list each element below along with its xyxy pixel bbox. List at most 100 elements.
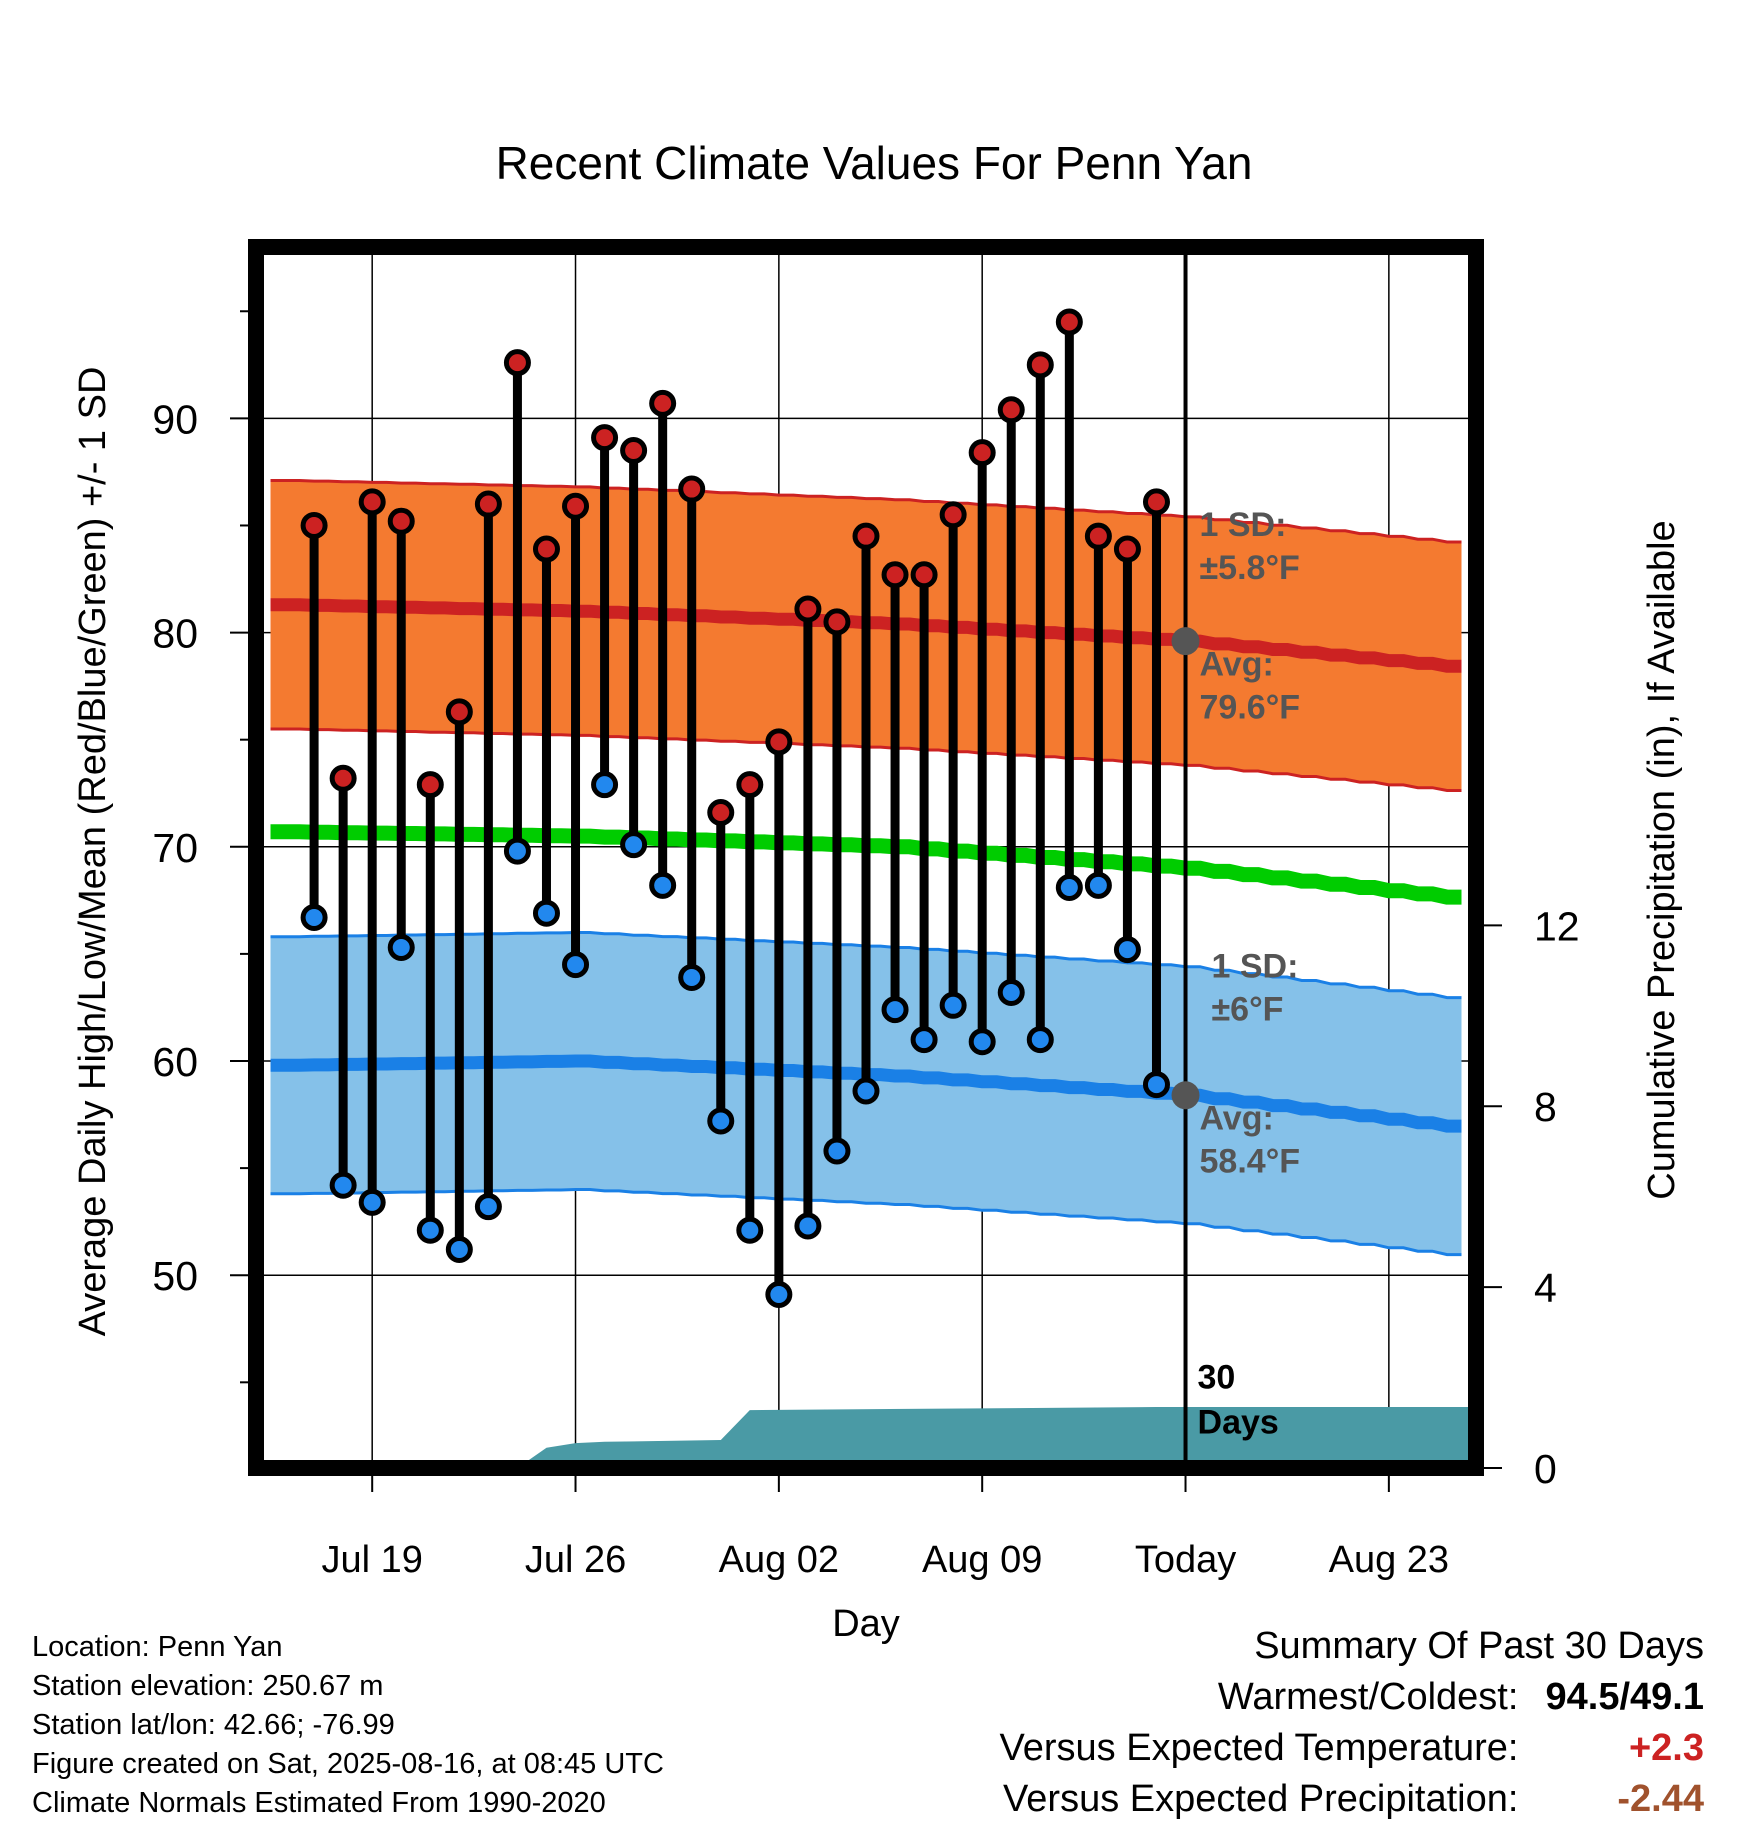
daily-high-point (852, 522, 880, 550)
daily-high-point (300, 511, 328, 539)
daily-high-point (968, 439, 996, 467)
daily-high-point (736, 771, 764, 799)
daily-low-point (765, 1280, 793, 1308)
y-axis-title: Average Daily High/Low/Mean (Red/Blue/Gr… (72, 367, 114, 1337)
daily-high-point (1113, 535, 1141, 563)
chart-title: Recent Climate Values For Penn Yan (495, 137, 1253, 189)
daily-low-point (1055, 873, 1083, 901)
daily-high-point (823, 608, 851, 636)
daily-high-point (503, 349, 531, 377)
daily-low-point (794, 1212, 822, 1240)
daily-high-point (562, 492, 590, 520)
daily-low-point (707, 1107, 735, 1135)
daily-high-point (591, 424, 619, 452)
band-annotation: 1 SD: (1200, 506, 1287, 544)
warmest-coldest-row: Warmest/Coldest: 94.5/49.1 (1000, 1672, 1704, 1723)
band-annotation: 1 SD: (1212, 947, 1299, 985)
x-tick-label: Aug 02 (719, 1539, 839, 1581)
latlon-line: Station lat/lon: 42.66; -76.99 (32, 1709, 395, 1741)
station-info: Location: Penn Yan Station elevation: 25… (32, 1628, 664, 1823)
daily-low-point (474, 1193, 502, 1221)
daily-low-point (503, 837, 531, 865)
daily-high-point (881, 561, 909, 589)
daily-low-point (968, 1028, 996, 1056)
band-annotation: Avg: (1200, 1100, 1274, 1138)
precip-anomaly-label: Versus Expected Precipitation: (1003, 1778, 1519, 1820)
daily-low-point (910, 1026, 938, 1054)
precip-anomaly-row: Versus Expected Precipitation: -2.44 (1000, 1774, 1704, 1825)
daily-low-point (881, 996, 909, 1024)
daily-high-point (387, 507, 415, 535)
daily-low-point (445, 1236, 473, 1264)
summary-panel: Summary Of Past 30 Days Warmest/Coldest:… (1000, 1621, 1704, 1825)
daily-high-point (939, 501, 967, 529)
y-tick-label: 50 (152, 1253, 198, 1299)
summary-heading: Summary Of Past 30 Days (1254, 1625, 1704, 1667)
daily-low-point (649, 871, 677, 899)
precip-anomaly-value: -2.44 (1617, 1778, 1704, 1820)
band-annotation: 79.6°F (1200, 688, 1301, 726)
daily-high-point (329, 764, 357, 792)
x-tick-label: Jul 26 (525, 1539, 626, 1581)
daily-low-point (736, 1216, 764, 1244)
x-tick-label: Aug 23 (1329, 1539, 1449, 1581)
daily-low-point (532, 899, 560, 927)
daily-low-point (823, 1137, 851, 1165)
location-line: Location: Penn Yan (32, 1631, 283, 1663)
daily-high-point (707, 799, 735, 827)
y2-tick-label: 0 (1534, 1446, 1557, 1492)
daily-high-point (910, 561, 938, 589)
today-normal-low-marker (1171, 1081, 1200, 1110)
warmest-coldest-label: Warmest/Coldest: (1217, 1676, 1519, 1718)
x-axis-title: Day (832, 1603, 900, 1645)
daily-low-point (387, 933, 415, 961)
daily-low-point (562, 951, 590, 979)
band-annotation: ±5.8°F (1200, 549, 1300, 587)
x-tick-label: Aug 09 (922, 1539, 1042, 1581)
temp-anomaly-value: +2.3 (1628, 1727, 1704, 1769)
created-line: Figure created on Sat, 2025-08-16, at 08… (32, 1748, 664, 1780)
daily-low-point (997, 978, 1025, 1006)
daily-low-point (620, 831, 648, 859)
y2-axis-title: Cumulative Precipitation (in), If Availa… (1641, 520, 1683, 1199)
x-tick-label: Jul 19 (321, 1539, 422, 1581)
daily-low-point (852, 1077, 880, 1105)
x-tick-label: Today (1135, 1539, 1236, 1581)
y-tick-label: 80 (152, 611, 198, 657)
temp-anomaly-label: Versus Expected Temperature: (999, 1727, 1519, 1769)
daily-high-point (1142, 488, 1170, 516)
daily-high-point (1026, 351, 1054, 379)
y2-tick-label: 12 (1534, 903, 1580, 949)
days-annotation: Days (1198, 1404, 1279, 1442)
plot-frame (248, 239, 1484, 1476)
daily-high-point (1055, 308, 1083, 336)
low-sd-lower-edge (270, 1188, 1462, 1257)
y-tick-label: 90 (152, 396, 198, 442)
daily-low-point (939, 991, 967, 1019)
daily-high-point (445, 698, 473, 726)
today-normal-high-marker (1171, 627, 1200, 656)
elevation-line: Station elevation: 250.67 m (32, 1670, 384, 1702)
daily-high-point (794, 595, 822, 623)
y-tick-label: 70 (152, 825, 198, 871)
daily-low-point (358, 1188, 386, 1216)
daily-high-point (997, 396, 1025, 424)
band-annotation: 58.4°F (1200, 1142, 1301, 1180)
daily-low-point (591, 771, 619, 799)
normals-line: Climate Normals Estimated From 1990-2020 (32, 1787, 606, 1819)
high-sd-upper-edge (270, 479, 1462, 544)
daily-low-point (1084, 871, 1112, 899)
daily-high-point (765, 728, 793, 756)
daily-high-point (358, 488, 386, 516)
days-annotation: 30 (1198, 1359, 1236, 1397)
daily-low-point (1113, 936, 1141, 964)
daily-low-point (329, 1171, 357, 1199)
daily-high-point (416, 771, 444, 799)
y-tick-label: 60 (152, 1039, 198, 1085)
daily-low-point (416, 1216, 444, 1244)
daily-high-point (678, 475, 706, 503)
y2-tick-label: 8 (1534, 1084, 1557, 1130)
y2-tick-label: 4 (1534, 1265, 1557, 1311)
band-annotation: Avg: (1200, 645, 1274, 683)
